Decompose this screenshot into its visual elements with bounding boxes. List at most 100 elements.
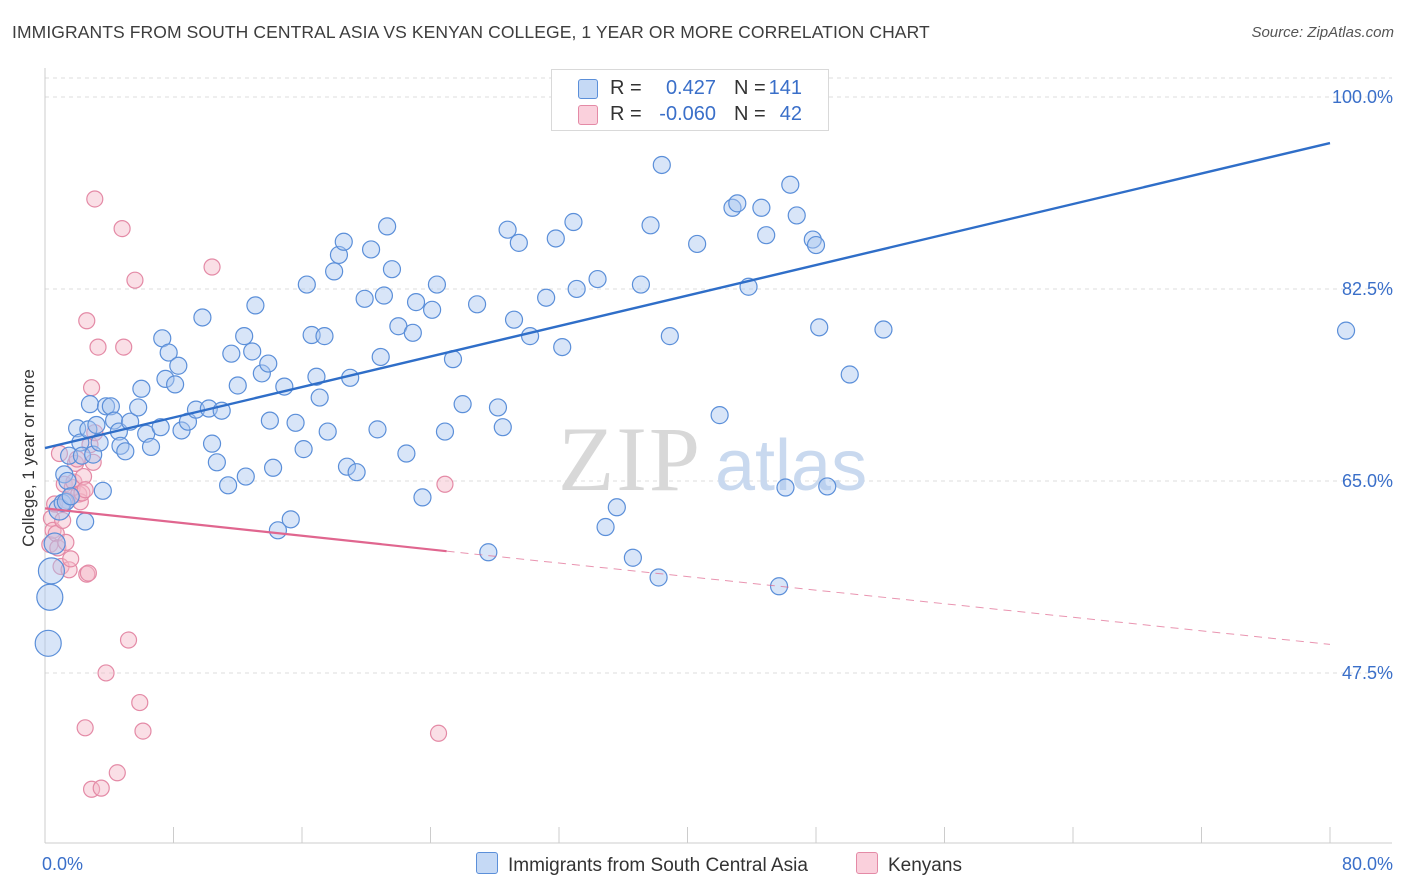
y-tick-label: 47.5% [1342,663,1393,683]
chart-title: IMMIGRANTS FROM SOUTH CENTRAL ASIA VS KE… [12,22,930,42]
south-central-asia-point [58,471,77,491]
south-central-asia-point [61,487,80,506]
south-central-asia-point [623,548,642,567]
south-central-asia-point [631,275,651,294]
kenyans-point [57,533,75,551]
south-central-asia-point [520,327,540,346]
south-central-asia-point [310,388,329,407]
south-central-asia-point [259,354,278,373]
south-central-asia-point [104,411,124,430]
south-central-asia-point [101,397,120,416]
south-central-asia-point [787,206,806,225]
kenyans-point [74,467,93,486]
legend-swatch-pink [578,105,598,125]
south-central-asia-point [37,557,66,585]
kenyans-point [203,258,221,276]
x-tick-label: 0.0% [42,854,83,874]
legend-n-value: 42 [779,103,802,125]
south-central-asia-point [806,235,826,255]
south-central-asia-point [509,233,528,252]
kenyans-point [62,550,80,568]
kenyans-point [119,631,138,649]
south-central-asia-point [202,434,222,453]
south-central-asia-point [1336,321,1356,340]
legend: R = 0.427 N = 141 R = -0.060 N = 42 [551,69,829,131]
legend-n-label: N = [734,103,766,125]
watermark: ZIP atlas [558,408,867,510]
south-central-asia-point [34,629,62,657]
kenyans-point [92,779,110,797]
y-tick-label: 82.5% [1342,279,1393,299]
legend-n-value: 141 [768,77,802,99]
kenyans-point [108,764,126,782]
south-central-asia-point [166,375,185,394]
south-central-asia-point [286,413,305,432]
south-central-asia-point [96,397,116,416]
south-central-asia-point [406,293,426,312]
south-central-asia-point [281,510,300,529]
kenyans-point [134,722,152,740]
south-central-asia-point [368,420,387,439]
watermark-atlas: atlas [715,426,867,506]
south-central-asia-points [34,155,1356,657]
south-central-asia-point [318,422,337,441]
south-central-asia-point [235,327,254,346]
kenyans-point [76,719,94,737]
south-central-asia-point [504,310,524,329]
south-central-asia-point [207,453,226,472]
south-central-asia-point [156,369,175,389]
south-central-asia-point [246,296,265,315]
south-central-asia-point [132,379,151,398]
south-central-asia-point [141,437,161,457]
south-central-asia-point [710,406,729,425]
south-central-asia-point [493,418,512,437]
south-central-asia-point [59,446,79,465]
south-central-asia-point [378,217,397,236]
x-tick-label: 80.0% [1342,854,1393,874]
south-central-asia-point [361,240,381,259]
south-central-asia-point [757,226,776,245]
south-central-asia-point [252,364,271,383]
kenyans-points [41,190,454,798]
south-central-asia-point [294,440,313,459]
south-central-asia-point [423,300,442,319]
south-central-asia-point [159,343,178,362]
south-central-asia-point [781,175,800,194]
gridlines [45,77,1392,674]
south-central-asia-point [347,463,366,482]
kenyans-point [86,190,104,208]
source-credit: Source: ZipAtlas.com [1251,24,1394,41]
south-central-asia-point [151,418,170,437]
south-central-asia-point [564,212,583,232]
kenyans-point [97,664,115,682]
legend-n-label: N = [734,77,766,99]
bottom-legend-swatch-pink [856,852,878,874]
south-central-asia-point [93,481,112,500]
south-central-asia-point [553,337,572,357]
south-central-asia-point [76,512,95,531]
south-central-asia-point [413,488,432,507]
x-tick-labels: 0.0% 80.0% [42,854,1393,874]
south-central-asia-point [567,279,586,299]
axes [44,68,1392,844]
kenyans-point [89,338,107,356]
south-central-asia-point [297,275,316,294]
bottom-legend-swatch-blue [476,852,498,874]
south-central-asia-point [840,365,859,384]
kenyans-point [78,312,96,330]
legend-swatch-blue [578,79,598,99]
south-central-asia-point [403,323,422,342]
south-central-asia-point [397,444,416,463]
y-tick-labels: 47.5% 65.0% 82.5% 100.0% [1332,87,1393,683]
south-central-asia-point [810,318,829,337]
south-central-asia-point [652,155,671,175]
south-central-asia-point [498,220,517,239]
south-central-asia-trend-line [44,141,1331,450]
south-central-asia-point [236,467,255,486]
south-central-asia-point [752,198,771,217]
bottom-legend-label-pink: Kenyans [888,855,962,876]
kenyans-point [126,271,144,289]
south-central-asia-point [649,568,668,587]
legend-r-label: R = [610,103,642,125]
south-central-asia-point [315,327,334,346]
